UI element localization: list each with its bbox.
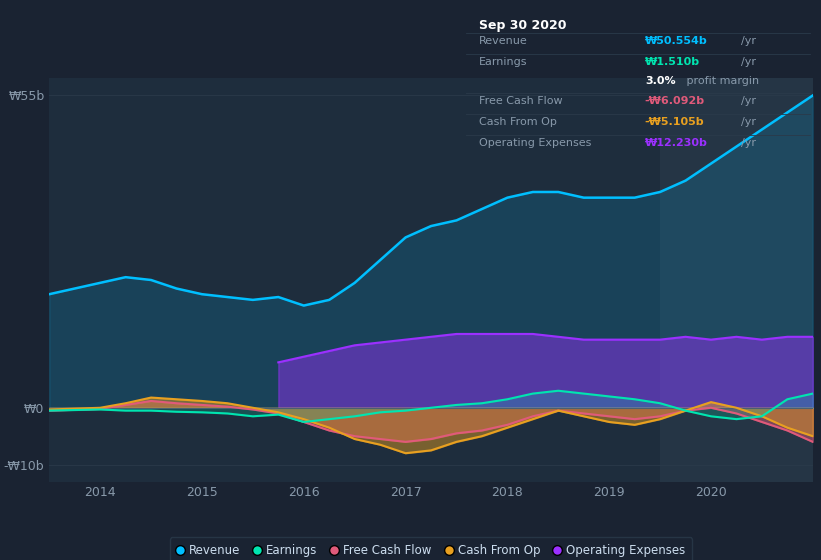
Text: /yr: /yr	[741, 36, 756, 45]
Text: ₩1.510b: ₩1.510b	[644, 57, 700, 67]
Text: /yr: /yr	[741, 57, 756, 67]
Text: Revenue: Revenue	[479, 36, 528, 45]
Text: -₩5.105b: -₩5.105b	[644, 117, 704, 127]
Text: /yr: /yr	[741, 117, 756, 127]
Text: /yr: /yr	[741, 96, 756, 106]
Text: Cash From Op: Cash From Op	[479, 117, 557, 127]
Bar	[660, 78, 813, 482]
Text: ₩50.554b: ₩50.554b	[644, 36, 708, 45]
Text: profit margin: profit margin	[683, 77, 759, 86]
Text: Free Cash Flow: Free Cash Flow	[479, 96, 563, 106]
Text: Operating Expenses: Operating Expenses	[479, 138, 592, 148]
Text: Sep 30 2020: Sep 30 2020	[479, 19, 566, 32]
Text: Earnings: Earnings	[479, 57, 528, 67]
Legend: Revenue, Earnings, Free Cash Flow, Cash From Op, Operating Expenses: Revenue, Earnings, Free Cash Flow, Cash …	[170, 537, 692, 560]
Text: -₩6.092b: -₩6.092b	[644, 96, 705, 106]
Text: ₩12.230b: ₩12.230b	[644, 138, 708, 148]
Text: /yr: /yr	[741, 138, 756, 148]
Text: 3.0%: 3.0%	[644, 77, 676, 86]
